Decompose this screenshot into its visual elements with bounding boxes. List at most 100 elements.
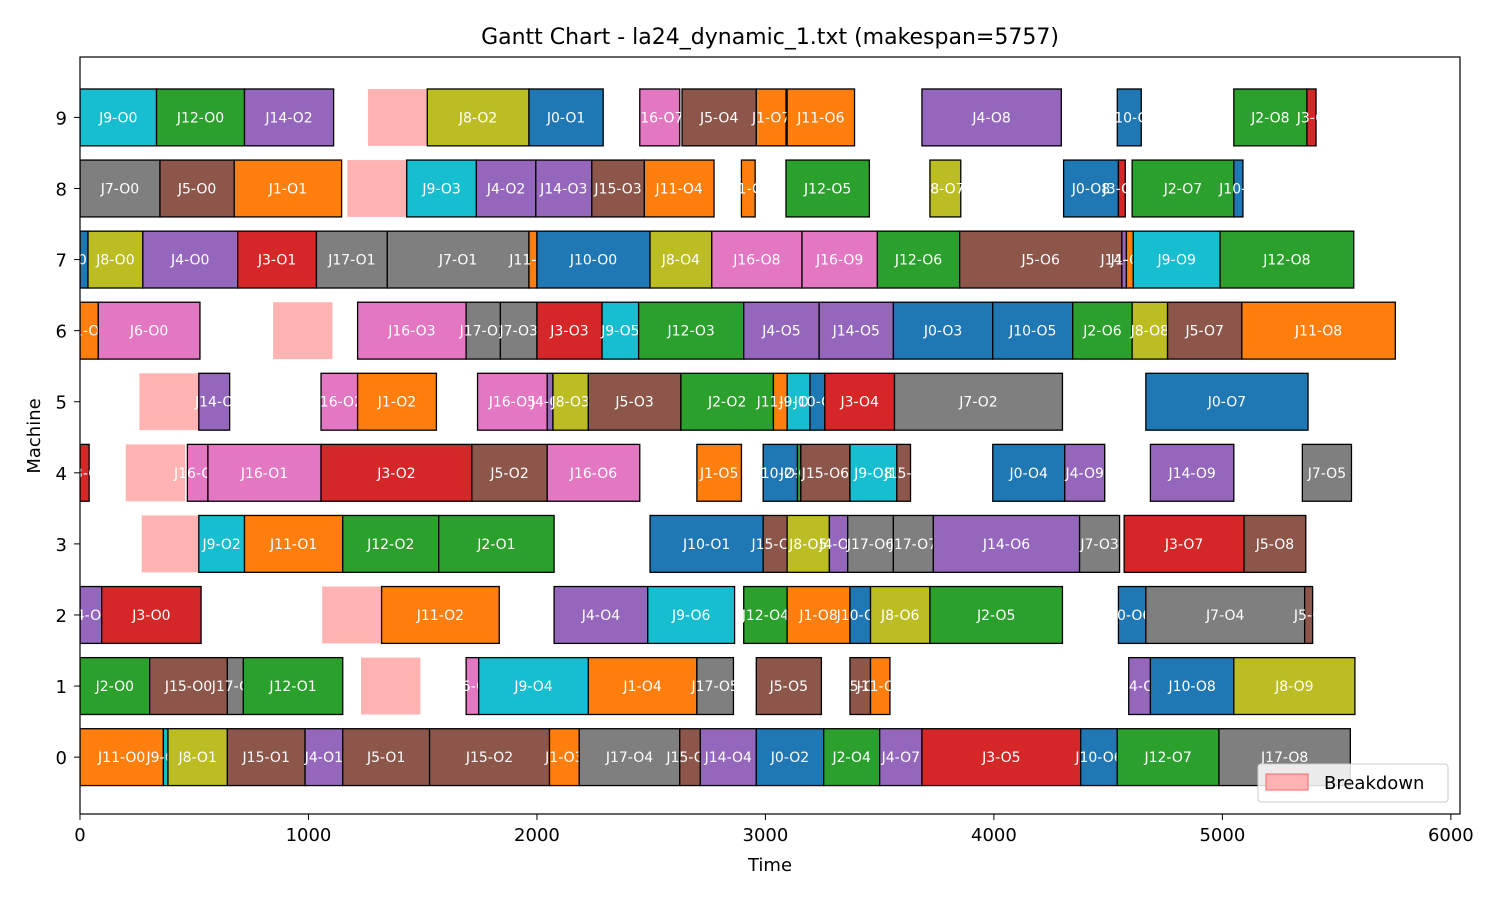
task-label: J9-O8 — [853, 466, 892, 482]
task-bar — [1123, 514, 1245, 573]
x-tick-label: 2000 — [514, 825, 560, 846]
task-label: J12-O6 — [894, 253, 942, 269]
task-label: J8-O0 — [95, 253, 134, 269]
task-bar — [142, 230, 239, 289]
breakdown-block — [322, 586, 382, 644]
task-bar — [1303, 585, 1314, 645]
task-label: J2-O6 — [1082, 324, 1121, 340]
task-label: J15-O6 — [801, 466, 849, 482]
task-label: J10-O8 — [1167, 679, 1215, 695]
x-tick-label: 5000 — [1199, 825, 1245, 846]
task-label: J10-O0 — [569, 253, 617, 269]
y-tick-label: 6 — [56, 322, 67, 343]
task-label: J14-O4 — [704, 750, 752, 766]
task-label: J1-O2 — [377, 395, 416, 411]
task-bar — [785, 159, 871, 218]
legend: Breakdown — [1257, 763, 1449, 803]
task-label: J10-O5 — [1008, 324, 1056, 340]
task-label: J1-O1 — [268, 181, 307, 197]
task-bar — [1131, 301, 1169, 360]
task-label: J10-O1 — [682, 537, 730, 553]
task-label: J10-O2 — [756, 466, 804, 482]
task-label: J11-O2 — [416, 608, 464, 624]
task-label: J4-O8 — [971, 110, 1010, 126]
task-label: J11-O4 — [655, 181, 703, 197]
task-bar — [696, 443, 743, 502]
task-label: J3-O3 — [549, 324, 588, 340]
task-bar — [320, 443, 473, 502]
task-bar — [929, 585, 1064, 645]
task-bar — [1064, 443, 1106, 502]
task-label: J7-O2 — [958, 395, 997, 411]
y-tick-label: 1 — [56, 677, 67, 698]
task-label: J16-O1 — [240, 466, 288, 482]
task-bar — [696, 656, 735, 716]
task-bar — [847, 514, 895, 573]
task-bar — [591, 159, 645, 218]
task-label: J2-O4 — [831, 750, 870, 766]
task-bar — [80, 159, 161, 218]
task-label: J16-O9 — [815, 253, 863, 269]
x-tick-label: 3000 — [743, 825, 789, 846]
task-label: J17-O2 — [459, 324, 507, 340]
task-bar — [87, 230, 144, 289]
task-bar — [243, 514, 344, 573]
task-bar — [743, 301, 820, 360]
task-label: J4-O1 — [304, 750, 343, 766]
task-bar — [97, 301, 201, 360]
task-bar — [499, 301, 538, 360]
task-label: J4-O0 — [170, 253, 209, 269]
task-label: J7-O0 — [100, 181, 139, 197]
task-label: J17-O6 — [846, 537, 894, 553]
task-label: J2-O0 — [95, 679, 134, 695]
task-label: J12-O1 — [268, 679, 316, 695]
task-bar — [1306, 88, 1317, 147]
task-label: J3-O6 — [1102, 181, 1141, 197]
x-tick-label: 1000 — [286, 825, 332, 846]
task-label: J8-O2 — [458, 110, 497, 126]
task-label: J1-O7 — [751, 110, 790, 126]
task-bar — [320, 372, 359, 431]
task-label: J2-O1 — [476, 537, 515, 553]
task-bar — [929, 159, 962, 218]
task-bar — [198, 514, 246, 573]
y-tick-label: 3 — [56, 535, 67, 556]
task-bar — [639, 88, 681, 147]
task-bar — [1233, 656, 1356, 716]
task-label: J16-O8 — [732, 253, 780, 269]
task-label: J3-O5 — [981, 750, 1020, 766]
task-label: J4-O2 — [486, 181, 525, 197]
task-bar — [1145, 585, 1306, 645]
task-bar — [849, 443, 898, 502]
y-tick-label: 7 — [56, 251, 67, 272]
task-label: J3-O — [69, 466, 100, 482]
task-label: J8-O7 — [925, 181, 964, 197]
task-bar — [242, 656, 344, 716]
task-label: J5-O4 — [699, 110, 738, 126]
task-label: J5-O — [1293, 608, 1324, 624]
task-bar — [1149, 443, 1235, 502]
task-bar — [755, 656, 823, 716]
task-bar — [637, 301, 745, 360]
task-label: J10-O — [1109, 110, 1148, 126]
breakdown-block — [367, 88, 428, 146]
task-bar — [80, 656, 151, 716]
task-bar — [80, 728, 165, 787]
task-bar — [879, 728, 923, 787]
task-bar — [1219, 230, 1355, 289]
task-bar — [233, 159, 343, 218]
task-bar — [649, 230, 713, 289]
task-bar — [536, 301, 603, 360]
task-label: J16-O3 — [387, 324, 435, 340]
task-label: J2-O7 — [1163, 181, 1202, 197]
task-bar — [546, 443, 641, 502]
task-label: J9-O4 — [513, 679, 552, 695]
task-bar — [1072, 301, 1133, 360]
task-label: J5-O2 — [489, 466, 528, 482]
task-label: J0-O3 — [923, 324, 962, 340]
task-label: J8-O3 — [550, 395, 589, 411]
task-label: J9-O3 — [421, 181, 460, 197]
y-axis: 0 1 2 3 4 5 6 7 8 9 — [56, 108, 80, 769]
task-bar — [786, 88, 856, 147]
task-bar — [681, 88, 757, 147]
